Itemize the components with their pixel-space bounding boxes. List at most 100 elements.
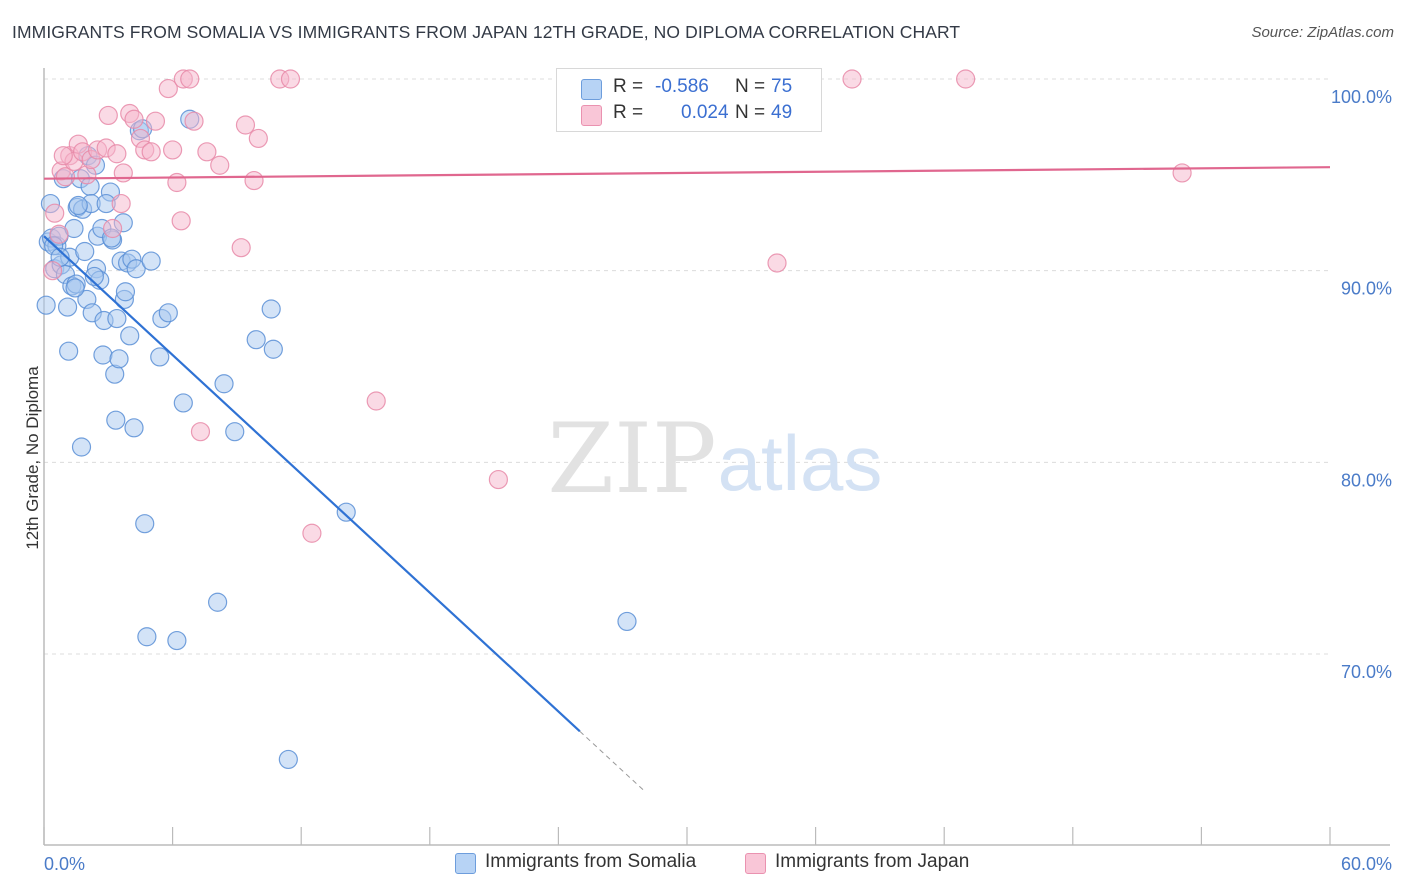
japan-point [49, 224, 69, 244]
japan-swatch [581, 105, 602, 126]
japan-point [124, 109, 144, 129]
y-tick-label: 80.0% [1341, 470, 1392, 490]
somalia-point [107, 308, 127, 329]
somalia-point [137, 627, 157, 647]
japan-point [171, 211, 191, 231]
japan-points [42, 69, 1192, 543]
japan-n-value: 49 [771, 102, 793, 123]
japan-point [145, 111, 166, 131]
somalia-point [59, 341, 79, 361]
somalia-point [278, 749, 298, 770]
japan-point [42, 261, 63, 281]
somalia-point [263, 339, 283, 359]
somalia-n-label: N = [735, 76, 766, 97]
chart-title: IMMIGRANTS FROM SOMALIA VS IMMIGRANTS FR… [12, 22, 961, 42]
japan-point [98, 105, 118, 126]
stats-legend: R = -0.586 N = 75 R = 0.024 N = 49 [556, 68, 822, 132]
japan-point [248, 128, 268, 149]
japan-point [158, 78, 178, 99]
somalia-point [109, 349, 129, 369]
japan-n-label: N = [735, 102, 766, 123]
japan-point [190, 422, 211, 442]
somalia-legend-label: Immigrants from Somalia [485, 851, 697, 872]
japan-point [184, 111, 204, 131]
somalia-point [135, 514, 155, 534]
japan-point [1172, 163, 1192, 183]
x-tick-label-max: 60.0% [1341, 854, 1392, 874]
somalia-r-value: -0.586 [655, 76, 709, 97]
somalia-point [68, 195, 88, 216]
somalia-n-value: 75 [771, 76, 793, 97]
y-tick-label: 70.0% [1341, 662, 1392, 682]
somalia-point [246, 330, 266, 350]
somalia-point [106, 410, 126, 430]
japan-point [53, 146, 73, 166]
japan-point [113, 163, 133, 183]
japan-point [210, 155, 230, 175]
somalia-point [36, 295, 56, 315]
somalia-point [57, 297, 78, 317]
source-credit: Source: ZipAtlas.com [1251, 24, 1394, 41]
somalia-r-label: R = [613, 76, 644, 97]
somalia-point [65, 278, 85, 298]
japan-point [197, 142, 217, 162]
japan-point [180, 69, 200, 89]
japan-point [231, 238, 251, 258]
japan-point [280, 69, 301, 89]
x-tick-label-min: 0.0% [44, 854, 85, 874]
y-axis-label: 12th Grade, No Diploma [23, 366, 42, 550]
somalia-trend-line [43, 235, 581, 733]
japan-point [102, 218, 123, 239]
somalia-swatch [581, 79, 602, 100]
japan-point [302, 523, 322, 543]
y-tick-label: 100.0% [1331, 87, 1392, 107]
japan-r-label: R = [613, 102, 644, 123]
somalia-point [167, 630, 187, 651]
somalia-point [336, 502, 356, 522]
japan-point [107, 144, 127, 164]
japan-r-value: 0.024 [681, 102, 729, 123]
somalia-point [208, 592, 228, 612]
somalia-point [71, 437, 92, 457]
somalia-point [141, 251, 161, 271]
somalia-point [617, 611, 637, 632]
somalia-point [93, 345, 113, 365]
japan-point [163, 140, 183, 160]
somalia-point [115, 282, 136, 302]
japan-legend-swatch [745, 853, 766, 874]
japan-legend-label: Immigrants from Japan [775, 851, 970, 872]
somalia-point [158, 303, 178, 323]
somalia-point [173, 393, 193, 413]
japan-point [45, 203, 65, 223]
somalia-point [124, 418, 144, 438]
somalia-point [120, 326, 140, 346]
somalia-point [225, 422, 245, 442]
japan-point [235, 115, 256, 135]
trend-lines [43, 166, 1331, 792]
japan-trend-line [43, 166, 1331, 180]
tick-labels: 70.0% 80.0% 90.0% 100.0% 0.0% 60.0% [44, 87, 1392, 874]
japan-point [767, 253, 787, 273]
japan-point [488, 469, 508, 490]
watermark-zip: ZIP [547, 403, 716, 515]
somalia-point [75, 241, 95, 262]
somalia-legend-swatch [455, 853, 476, 874]
somalia-point [126, 259, 146, 279]
y-tick-label: 90.0% [1341, 279, 1392, 299]
somalia-point [261, 299, 281, 319]
grid-lines [44, 78, 1330, 655]
watermark-atlas: atlas [718, 419, 883, 507]
japan-point [141, 142, 161, 162]
japan-point [842, 69, 862, 89]
japan-point [55, 167, 76, 187]
japan-point [956, 69, 976, 89]
somalia-trend-extension [579, 730, 645, 792]
japan-point [366, 391, 386, 411]
somalia-point [214, 374, 234, 394]
japan-point [111, 193, 131, 214]
somalia-point [84, 266, 104, 287]
somalia-point [150, 347, 170, 367]
japan-point [167, 172, 187, 193]
japan-point [244, 170, 264, 191]
